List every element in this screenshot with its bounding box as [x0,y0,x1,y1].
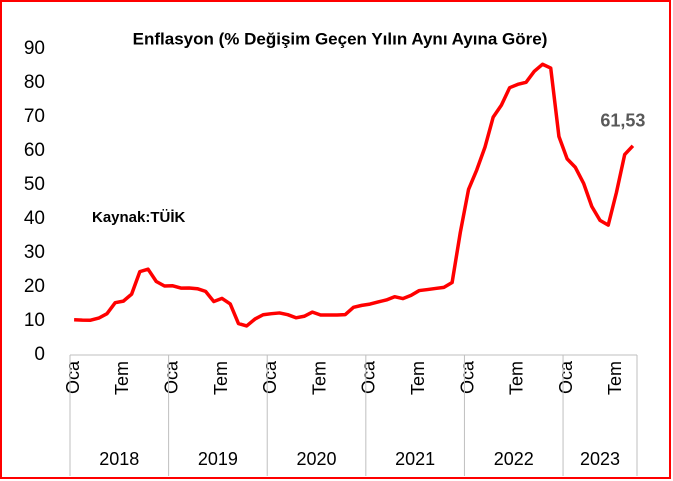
x-tick-label: Tem [408,361,428,395]
year-label: 2019 [198,449,238,469]
year-label: 2021 [395,449,435,469]
x-tick-label: Oca [63,360,83,394]
y-tick-label: 80 [24,72,45,93]
x-tick-label: Oca [260,360,280,394]
y-tick-label: 90 [24,38,45,59]
y-tick-label: 10 [24,310,45,331]
y-tick-label: 40 [24,208,45,229]
x-tick-label: Tem [309,361,329,395]
x-tick-label: Oca [359,360,379,394]
y-tick-label: 0 [34,344,45,365]
year-label: 2023 [580,449,620,469]
x-tick-label: Tem [112,361,132,395]
x-tick-label: Tem [507,361,527,395]
y-tick-label: 70 [24,106,45,127]
y-tick-label: 20 [24,276,45,297]
data-label: 61,53 [600,111,645,131]
y-tick-label: 50 [24,174,45,195]
chart-title: Enflasyon (% Değişim Geçen Yılın Aynı Ay… [133,29,548,48]
x-tick-label: Oca [457,360,477,394]
year-label: 2020 [296,449,336,469]
y-tick-label: 60 [24,140,45,161]
x-tick-label: Oca [161,360,181,394]
line [74,62,635,328]
year-label: 2018 [99,449,139,469]
year-label: 2022 [494,449,534,469]
x-tick-label: Tem [605,361,625,395]
x-tick-label: Tem [211,361,231,395]
annotation: Kaynak:TÜİK [92,209,186,226]
y-tick-label: 30 [24,242,45,263]
x-tick-label: Oca [556,360,576,394]
